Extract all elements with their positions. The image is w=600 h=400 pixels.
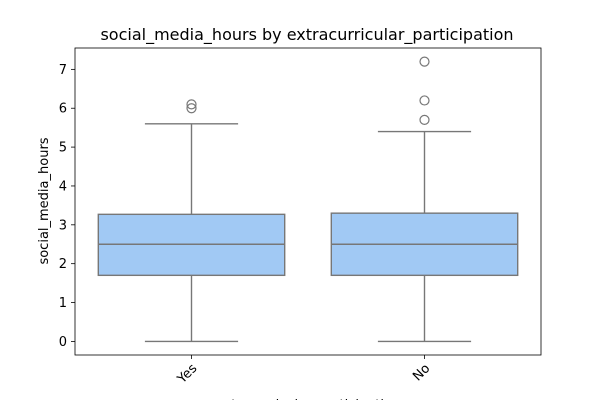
y-axis: 0 1 2 3 4 5 6 7 — [59, 63, 75, 350]
y-tick-label: 3 — [59, 218, 67, 233]
chart-title: social_media_hours by extracurricular_pa… — [100, 25, 513, 45]
x-tick-label: Yes — [174, 361, 200, 387]
outlier-point — [419, 56, 430, 67]
y-tick-label: 6 — [59, 102, 67, 117]
y-tick-label: 1 — [59, 296, 67, 311]
x-axis: Yes No — [174, 355, 433, 387]
boxes-layer — [97, 56, 519, 343]
y-tick-label: 5 — [59, 141, 67, 156]
y-tick-label: 2 — [59, 257, 67, 272]
outlier-point — [186, 99, 197, 110]
y-tick-label: 0 — [59, 335, 67, 350]
plot-area-frame — [74, 47, 542, 356]
outlier-point — [419, 114, 430, 125]
outlier-point — [186, 103, 197, 114]
x-axis-label: extracurricular_participation — [216, 398, 400, 400]
x-tick-label: No — [410, 361, 433, 384]
y-tick-label: 4 — [59, 179, 67, 194]
box-yes — [97, 99, 286, 343]
box-no — [330, 56, 519, 343]
outlier-point — [419, 95, 430, 106]
y-tick-label: 7 — [59, 63, 67, 78]
y-axis-label: social_media_hours — [37, 137, 52, 264]
